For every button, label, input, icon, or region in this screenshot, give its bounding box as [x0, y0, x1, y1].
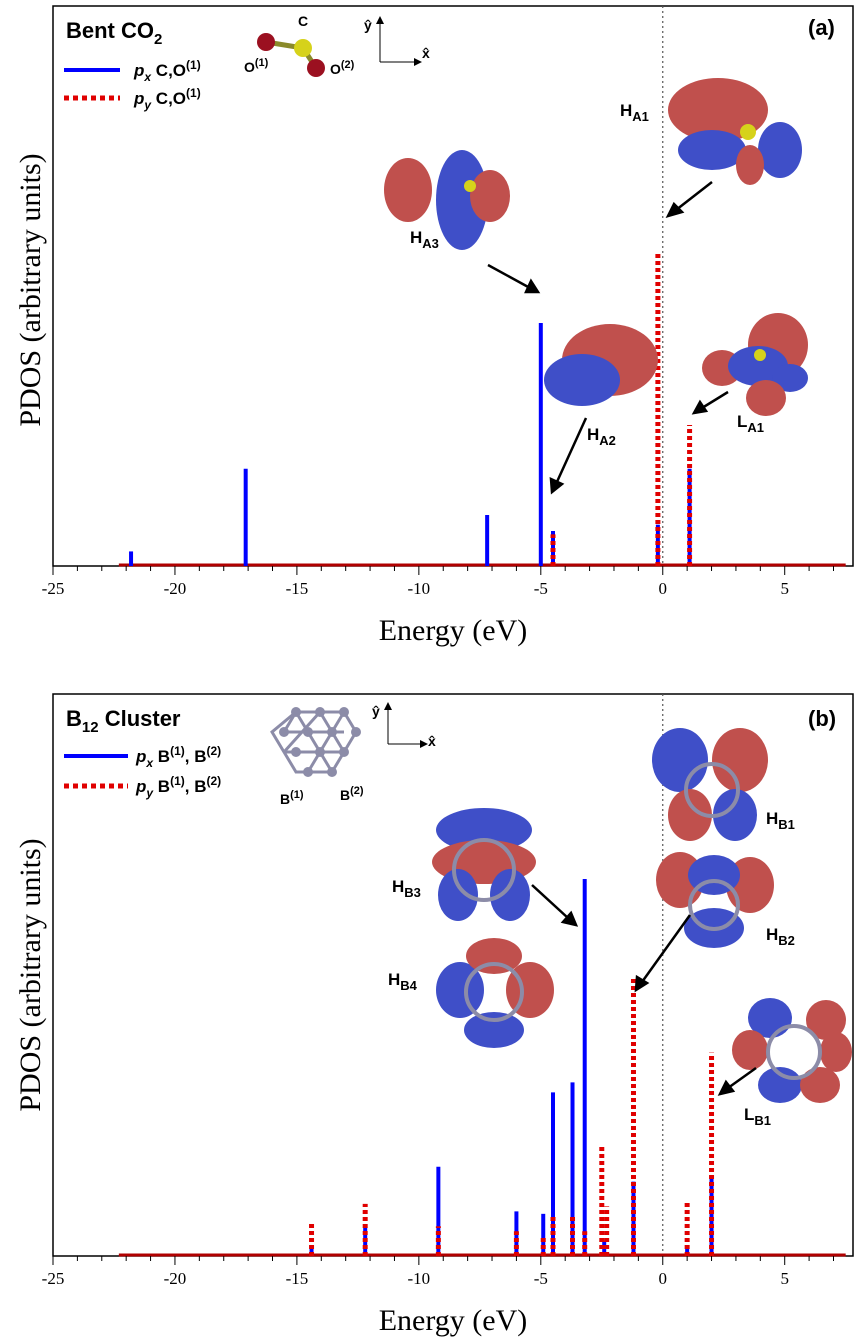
label-hb4: HB4: [388, 970, 418, 993]
x-axis-ticks: -25 -20 -15 -10 -5 0 5: [42, 1256, 834, 1288]
x-tick-label: -10: [408, 1269, 431, 1288]
legend-label-py: py C,O(1): [133, 86, 201, 112]
x-tick-label: -5: [534, 1269, 548, 1288]
panel-b: -25 -20 -15 -10 -5 0 5 Energy (eV) PDOS (arbit…: [14, 693, 854, 1337]
carbon-atom: [294, 39, 312, 57]
y-axis-title: PDOS (arbitrary units): [14, 838, 47, 1111]
y-hat-label: ŷ: [372, 703, 380, 719]
oxygen-atom-2: [307, 59, 325, 77]
y-axis-title: PDOS (arbitrary units): [14, 153, 47, 426]
oxygen-2-label: O(2): [330, 59, 355, 77]
orbital-image-hb1: [652, 728, 768, 841]
b12-cluster-inset: [270, 707, 361, 777]
orbital-image-hb2: [656, 852, 774, 948]
legend-label-py: py B(1), B(2): [135, 774, 221, 800]
annotation-arrows: [531, 884, 757, 1096]
x-tick-label: -5: [534, 579, 548, 598]
label-hb2: HB2: [766, 925, 795, 948]
carbon-label: C: [298, 13, 308, 29]
orbital-image-hb3: [432, 808, 536, 921]
x-axis-ticks: -25 -20 -15 -10 -5 0 5: [42, 566, 834, 598]
x-tick-label: 0: [659, 1269, 668, 1288]
x-hat-label: x̂: [422, 45, 430, 61]
x-tick-label: -10: [408, 579, 431, 598]
axes-indicator: ŷ x̂: [364, 16, 430, 66]
annotation-arrows: [487, 181, 729, 495]
x-axis-title: Energy (eV): [379, 1304, 528, 1337]
axes-indicator: ŷ x̂: [372, 702, 436, 749]
boron-1-label: B(1): [280, 789, 304, 807]
orbital-image-ha3: [384, 150, 510, 250]
label-hb1: HB1: [766, 809, 795, 832]
orbital-image-ha2: [544, 324, 658, 406]
x-tick-label: 0: [659, 579, 668, 598]
label-ha1: HA1: [620, 101, 649, 124]
x-hat-label: x̂: [428, 733, 436, 749]
pdos-bars: [118, 879, 846, 1257]
x-tick-label: -15: [286, 1269, 309, 1288]
panel-tag: (a): [808, 15, 835, 40]
oxygen-1-label: O(1): [244, 57, 269, 75]
boron-2-label: B(2): [340, 785, 364, 803]
orbital-image-hb4: [436, 938, 554, 1048]
legend-label-px: px C,O(1): [133, 58, 201, 84]
oxygen-atom-1: [257, 33, 275, 51]
x-axis-title: Energy (eV): [379, 614, 528, 647]
x-tick-label: -25: [42, 579, 65, 598]
panel-a: -25 -20 -15 -10 -5 0 5 Energy (eV) PDOS (arbit…: [14, 5, 854, 647]
panel-title: Bent CO2: [66, 18, 162, 48]
orbital-image-lb1: [732, 998, 852, 1103]
panel-title: B12 Cluster: [66, 706, 181, 736]
label-ha3: HA3: [410, 228, 439, 251]
x-tick-label: -20: [164, 1269, 187, 1288]
y-hat-label: ŷ: [364, 17, 372, 33]
label-ha2: HA2: [587, 425, 616, 448]
label-lb1: LB1: [744, 1105, 771, 1128]
pdos-bars: [118, 252, 846, 567]
label-la1: LA1: [737, 412, 764, 435]
x-tick-label: -25: [42, 1269, 65, 1288]
panel-tag: (b): [808, 706, 836, 731]
x-tick-label: 5: [780, 579, 789, 598]
orbital-image-la1: [702, 313, 808, 416]
legend: px B(1), B(2) py B(1), B(2): [64, 744, 221, 800]
orbital-image-ha1: [668, 78, 802, 185]
legend-label-px: px B(1), B(2): [135, 744, 221, 770]
x-tick-label: -20: [164, 579, 187, 598]
x-tick-label: 5: [780, 1269, 789, 1288]
label-hb3: HB3: [392, 877, 421, 900]
co2-molecule-inset: C O(1) O(2): [244, 13, 355, 77]
x-tick-label: -15: [286, 579, 309, 598]
legend: px C,O(1) py C,O(1): [64, 58, 201, 112]
